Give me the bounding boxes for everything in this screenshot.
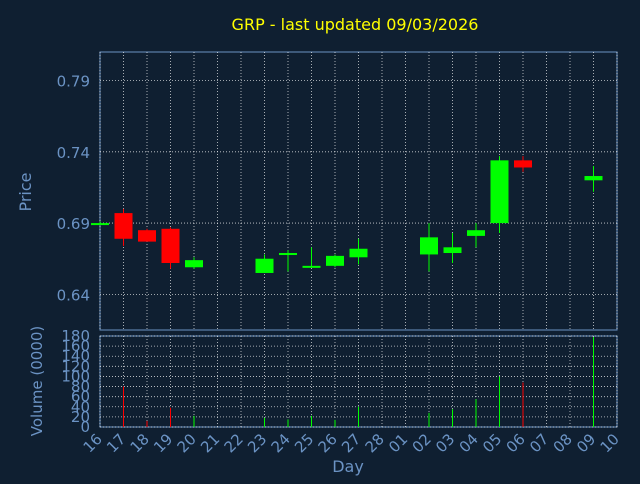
- volume-tick-label: 20: [71, 408, 90, 426]
- volume-tick-label: 60: [71, 388, 90, 406]
- candle-body: [279, 253, 297, 256]
- volume-tick-label: 140: [61, 347, 90, 365]
- candle-body: [302, 265, 321, 268]
- candle-body: [514, 160, 532, 168]
- candle-body: [91, 223, 109, 226]
- candle-body: [138, 230, 156, 242]
- volume-tick-label: 160: [61, 337, 90, 355]
- price-axis-label: Price: [16, 172, 35, 211]
- candle-body: [490, 160, 509, 224]
- volume-tick-label: 0: [80, 418, 90, 436]
- volume-tick-label: 100: [61, 367, 90, 385]
- price-tick-label: 0.74: [57, 144, 90, 162]
- chart-title: GRP - last updated 09/03/2026: [232, 15, 479, 34]
- candle-body: [185, 260, 203, 268]
- candle-body: [420, 237, 438, 255]
- candle-body: [349, 248, 368, 258]
- volume-tick-label: 180: [61, 327, 90, 345]
- candle-body: [467, 230, 485, 236]
- candle-body: [114, 213, 133, 239]
- candle-body: [161, 228, 180, 263]
- volume-tick-label: 120: [61, 357, 90, 375]
- candle-body: [255, 258, 274, 273]
- price-tick-label: 0.64: [57, 286, 90, 304]
- price-panel: 0.64 0.69 0.74 0.79: [57, 51, 618, 331]
- price-tick-label: 0.79: [57, 73, 90, 91]
- candle-body: [584, 176, 603, 181]
- price-tick-label: 0.69: [57, 215, 90, 233]
- candle-body: [443, 247, 462, 254]
- x-axis-label: Day: [332, 457, 364, 476]
- volume-axis-label: Volume (0000): [28, 326, 46, 436]
- volume-tick-label: 40: [71, 398, 90, 416]
- candle-body: [326, 255, 344, 266]
- x-axis: 1617181920212223242526272801020304050607…: [80, 430, 623, 456]
- volume-tick-label: 80: [71, 378, 90, 396]
